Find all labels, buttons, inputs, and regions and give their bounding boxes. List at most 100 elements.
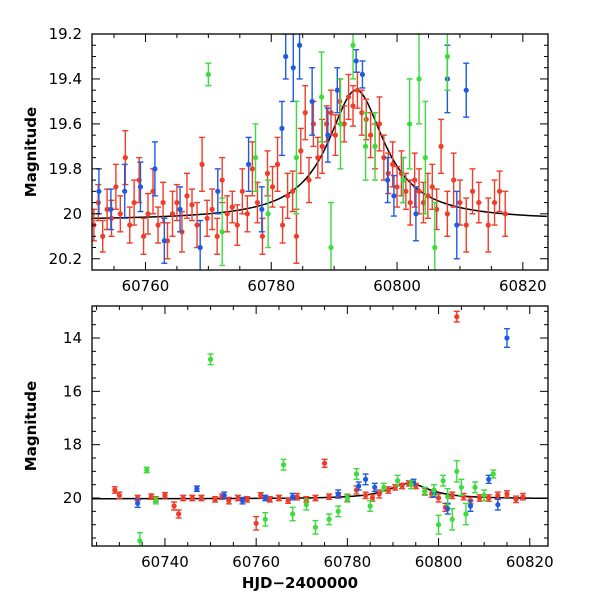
point-marker xyxy=(252,155,259,161)
data-point xyxy=(328,201,335,270)
y-tick-label: 20 xyxy=(63,489,82,507)
point-marker xyxy=(254,199,261,206)
point-marker xyxy=(303,502,309,508)
data-point xyxy=(449,507,456,531)
x-tick-label: 60760 xyxy=(122,277,170,295)
point-marker xyxy=(290,511,296,517)
point-marker xyxy=(290,494,296,500)
point-marker xyxy=(246,161,252,167)
series-points xyxy=(134,327,510,515)
data-point xyxy=(449,491,456,500)
plot-area xyxy=(92,310,548,546)
data-point xyxy=(444,190,451,237)
data-point xyxy=(453,190,460,260)
data-point xyxy=(275,494,282,502)
point-marker xyxy=(325,132,331,138)
data-point xyxy=(189,494,196,502)
point-marker xyxy=(137,184,144,190)
point-marker xyxy=(239,188,245,194)
data-point xyxy=(416,168,423,215)
data-point xyxy=(494,491,501,500)
data-point xyxy=(225,496,232,505)
data-point xyxy=(134,498,141,509)
data-point xyxy=(136,156,143,204)
x-tick-label: 60820 xyxy=(499,277,547,295)
point-marker xyxy=(318,94,325,100)
data-point xyxy=(421,486,428,497)
point-marker xyxy=(403,188,409,194)
data-point xyxy=(435,493,442,503)
point-marker xyxy=(214,233,220,239)
data-point xyxy=(112,163,119,211)
point-marker xyxy=(449,516,455,522)
y-tick-label: 19.2 xyxy=(49,25,82,43)
point-marker xyxy=(372,143,378,149)
data-point xyxy=(431,201,438,270)
point-marker xyxy=(458,484,464,490)
data-point xyxy=(408,479,415,490)
data-point xyxy=(239,496,246,505)
point-marker xyxy=(174,199,180,206)
point-marker xyxy=(413,211,419,217)
data-point xyxy=(212,495,219,503)
data-point xyxy=(335,489,342,499)
data-point xyxy=(289,492,296,501)
data-point xyxy=(337,78,344,170)
point-marker xyxy=(285,498,291,504)
data-point xyxy=(475,181,482,224)
data-point xyxy=(326,513,333,526)
point-marker xyxy=(197,244,203,251)
point-marker xyxy=(235,495,241,501)
data-point xyxy=(429,163,436,211)
point-marker xyxy=(199,161,205,167)
point-marker xyxy=(100,233,106,239)
point-marker xyxy=(334,87,340,93)
data-point xyxy=(376,96,383,152)
point-marker xyxy=(326,494,332,500)
y-axis-label: Magnitude xyxy=(22,381,40,471)
point-marker xyxy=(451,177,457,183)
point-marker xyxy=(162,492,168,498)
point-marker xyxy=(169,211,176,217)
data-point xyxy=(394,474,401,487)
plot-area xyxy=(92,34,547,270)
y-tick-label: 16 xyxy=(63,382,82,400)
data-point xyxy=(183,172,190,220)
point-marker xyxy=(224,211,230,217)
data-point xyxy=(350,34,357,80)
data-point xyxy=(219,197,226,267)
point-marker xyxy=(416,76,422,82)
point-marker xyxy=(356,483,362,489)
data-point xyxy=(310,100,317,148)
point-marker xyxy=(262,495,268,501)
data-point xyxy=(148,493,155,501)
point-marker xyxy=(354,87,361,93)
point-marker xyxy=(160,199,166,206)
point-marker xyxy=(184,193,190,199)
y-tick-label: 18 xyxy=(63,436,82,454)
data-point xyxy=(435,514,442,535)
x-tick-label: 60740 xyxy=(141,553,189,571)
point-marker xyxy=(496,188,503,194)
point-marker xyxy=(112,487,118,493)
data-point xyxy=(362,111,369,181)
point-marker xyxy=(293,155,300,161)
data-point xyxy=(456,179,463,226)
point-marker xyxy=(400,177,406,183)
point-marker xyxy=(259,206,265,212)
point-marker xyxy=(189,495,195,501)
x-axis-label: HJD−2400000 xyxy=(242,574,358,592)
point-marker xyxy=(306,177,312,183)
point-marker xyxy=(161,238,167,244)
data-point xyxy=(380,134,387,181)
point-marker xyxy=(445,506,451,512)
data-point xyxy=(177,186,184,233)
point-marker xyxy=(294,494,300,500)
point-marker xyxy=(137,538,143,544)
x-tick-label: 60780 xyxy=(324,553,372,571)
point-marker xyxy=(504,335,510,341)
plot-frame xyxy=(91,33,549,271)
point-marker xyxy=(117,211,123,217)
y-tick-label: 14 xyxy=(63,329,82,347)
point-marker xyxy=(408,482,414,488)
